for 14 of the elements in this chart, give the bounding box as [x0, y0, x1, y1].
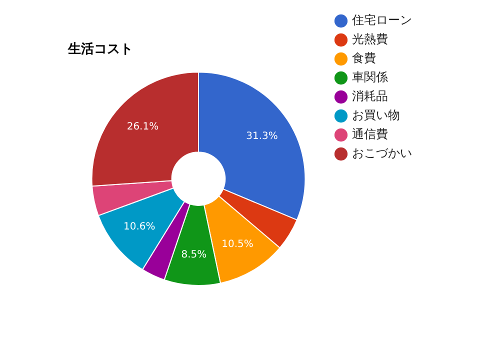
data-label: 26.1%	[126, 121, 159, 132]
data-label: 10.6%	[124, 222, 156, 233]
legend-label: 食費	[352, 51, 376, 66]
data-label: 10.5%	[222, 238, 254, 250]
legend-label: お買い物	[352, 108, 400, 122]
legend-label: 住宅ローン	[351, 13, 412, 28]
text: 生活コスト	[67, 42, 133, 58]
legend-label: 光熱費	[352, 32, 388, 46]
legend-label: 消耗品	[352, 89, 388, 104]
legend-label: 車関係	[352, 70, 388, 84]
legend-label: おこづかい	[352, 146, 412, 160]
legend-label: 通信費	[352, 127, 388, 142]
data-label: 8.5%	[181, 250, 207, 261]
data-label: 31.3%	[246, 131, 278, 142]
